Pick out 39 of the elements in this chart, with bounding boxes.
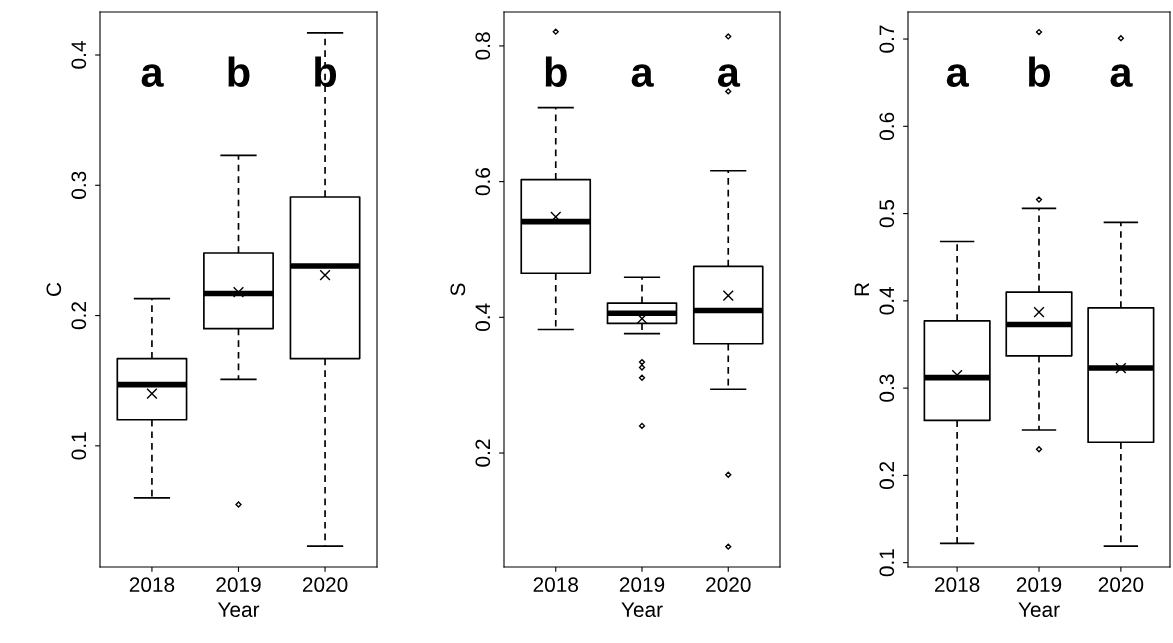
- y-tick-label: 0.2: [475, 439, 491, 467]
- y-tick-label: 0.2: [71, 302, 87, 330]
- annotation: b: [315, 56, 337, 88]
- x-tick-label: 2019: [619, 577, 665, 593]
- x-axis-title: Year: [1018, 602, 1060, 617]
- annotation: b: [1029, 56, 1051, 88]
- annotation: a: [141, 64, 164, 88]
- annotation: a: [1110, 64, 1133, 88]
- y-tick-label: 0.4: [71, 41, 87, 69]
- y-tick-label: 0.2: [879, 461, 895, 490]
- y-tick-label: 0.1: [71, 432, 87, 460]
- y-tick-label: 0.1: [879, 549, 895, 577]
- y-axis-title: R: [854, 282, 869, 296]
- x-tick-label: 2019: [1016, 577, 1062, 593]
- y-tick-label: 0.4: [475, 303, 491, 331]
- y-tick-label: 0.6: [879, 112, 895, 140]
- y-tick-label: 0.3: [71, 171, 87, 199]
- x-tick-label: 2018: [533, 577, 579, 593]
- y-tick-label: 0.3: [879, 374, 895, 402]
- y-tick-label: 0.7: [879, 25, 895, 53]
- y-axis-title: S: [450, 283, 466, 296]
- x-tick-label: 2018: [129, 577, 175, 593]
- y-tick-label: 0.8: [475, 32, 491, 60]
- y-axis-title: C: [46, 282, 62, 296]
- y-tick-label: 0.4: [879, 286, 895, 315]
- x-axis-title: Year: [621, 602, 663, 617]
- y-tick-label: 0.6: [475, 168, 491, 196]
- annotation: a: [631, 64, 654, 88]
- x-tick-label: 2020: [706, 577, 751, 593]
- x-tick-label: 2018: [935, 577, 980, 593]
- annotation: a: [946, 64, 969, 88]
- x-tick-label: 2020: [302, 577, 348, 593]
- annotation: b: [228, 56, 250, 88]
- annotation: b: [545, 56, 567, 88]
- x-tick-label: 2020: [1098, 577, 1144, 593]
- y-tick-label: 0.5: [879, 199, 895, 228]
- x-axis-title: Year: [217, 602, 260, 617]
- annotation: a: [717, 64, 741, 88]
- x-tick-label: 2019: [216, 577, 261, 593]
